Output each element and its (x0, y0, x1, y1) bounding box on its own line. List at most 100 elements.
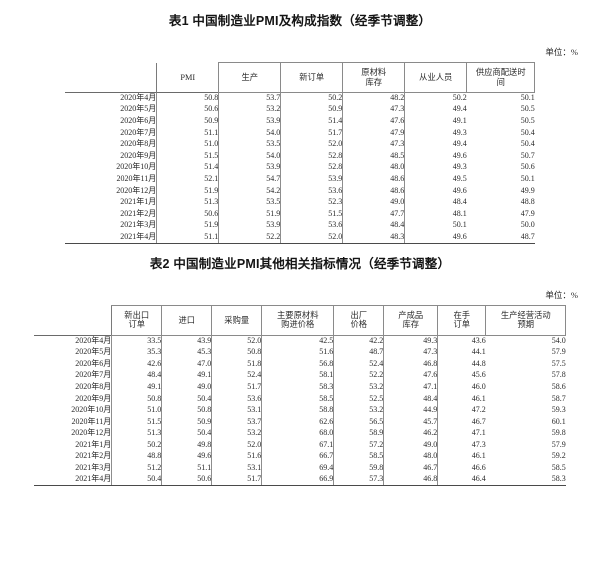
data-cell: 54.0 (218, 150, 281, 163)
data-cell: 51.5 (156, 150, 219, 163)
data-cell: 47.2 (437, 404, 486, 417)
data-cell: 53.2 (218, 104, 281, 116)
table-row: 2020年12月 51.9 54.2 53.6 48.6 49.6 49.9 (65, 185, 535, 197)
table2: 新出口 订单 进口 采购量 主要原材料 购进价格 出厂 价格 产成品 库存 在手 订单 生产经营活动 预期… (33, 304, 567, 487)
data-cell: 44.8 (437, 358, 486, 370)
column-header-5: 从业人员 (404, 62, 468, 93)
data-cell: 53.7 (218, 92, 281, 105)
data-cell: 50.4 (520, 127, 535, 137)
data-cell: 51.2 (111, 462, 162, 475)
row-label-month: 2020年5月 (120, 104, 157, 114)
data-cell: 48.4 (342, 220, 405, 232)
data-cell: 46.8 (383, 474, 438, 487)
data-cell: 49.1 (111, 381, 162, 394)
column-header-line: 订单 (128, 320, 146, 330)
data-cell: 49.0 (342, 196, 405, 209)
table1-unit-note: 单位：% (545, 47, 578, 57)
data-cell: 53.5 (218, 138, 281, 151)
data-cell: 43.6 (437, 334, 486, 347)
data-cell: 47.9 (342, 127, 405, 139)
data-cell: 51.1 (156, 127, 219, 139)
data-cell: 49.6 (161, 451, 212, 463)
column-header-4: 主要原材料 购进价格 (261, 304, 335, 336)
table-row: 2020年11月 52.1 54.7 53.9 48.6 49.5 50.1 (65, 173, 535, 186)
column-header-line: 新订单 (299, 72, 325, 82)
data-cell: 33.5 (111, 334, 162, 347)
data-cell: 48.1 (404, 208, 467, 221)
table-row: 2020年7月 48.4 49.1 52.4 58.1 52.2 47.6 45.6 57.8 (34, 370, 566, 382)
data-cell: 52.8 (280, 162, 343, 174)
data-cell: 57.2 (333, 439, 384, 452)
data-cell: 45.7 (383, 416, 438, 428)
data-cell: 49.9 (520, 185, 535, 195)
row-label-month: 2020年7月 (75, 370, 112, 380)
column-header-line: 采购量 (224, 315, 250, 325)
column-header-1: 新出口 订单 (111, 304, 163, 336)
column-header-3: 新订单 (280, 62, 344, 93)
data-cell: 51.9 (156, 220, 219, 232)
data-cell: 58.1 (261, 370, 334, 382)
data-cell: 52.2 (218, 231, 281, 244)
data-cell: 47.3 (342, 104, 405, 116)
data-cell: 50.4 (111, 474, 162, 487)
row-label-month: 2020年8月 (75, 381, 112, 391)
row-label-month: 2020年4月 (64, 92, 157, 105)
data-cell: 54.0 (218, 127, 281, 139)
row-label-month: 2020年4月 (33, 334, 112, 347)
row-label-month: 2021年4月 (33, 474, 112, 487)
data-cell: 54.0 (485, 334, 566, 347)
data-cell: 56.5 (333, 416, 384, 428)
data-cell: 50.4 (161, 427, 212, 440)
data-cell: 57.3 (333, 474, 384, 487)
table-row: 2020年5月 35.3 45.3 50.8 51.6 48.7 47.3 44.1 57.9 (34, 346, 566, 359)
row-label-month: 2020年7月 (120, 127, 157, 137)
row-label-month: 2021年3月 (120, 220, 157, 230)
data-cell: 48.3 (342, 231, 405, 244)
data-cell: 51.7 (211, 381, 262, 394)
data-cell: 50.6 (156, 104, 219, 116)
data-cell: 48.8 (111, 451, 162, 463)
column-header-line: 购进价格 (281, 320, 315, 330)
data-cell: 50.2 (111, 439, 162, 452)
data-cell: 50.8 (156, 92, 219, 105)
row-label-month: 2020年9月 (75, 393, 112, 403)
data-cell: 44.1 (437, 346, 486, 359)
table-row: 2021年1月 50.2 49.8 52.0 67.1 57.2 49.0 47.3 57.9 (34, 439, 566, 452)
data-cell: 58.3 (485, 474, 566, 487)
column-header-line: 原材料 (361, 68, 387, 78)
data-cell: 59.3 (551, 405, 566, 415)
data-cell: 69.4 (261, 462, 334, 475)
data-cell: 58.6 (551, 381, 566, 391)
data-cell: 46.7 (437, 416, 486, 428)
data-cell: 58.5 (551, 463, 566, 473)
table-row: 2021年3月 51.9 53.9 53.6 48.4 50.1 50.0 (65, 220, 535, 232)
data-cell: 50.8 (111, 393, 162, 405)
data-cell: 49.1 (404, 115, 467, 128)
table-row: 2020年4月 33.5 43.9 52.0 42.5 42.2 49.3 43.6 54.0 (33, 334, 566, 347)
column-header-line: 库存 (365, 77, 383, 87)
data-cell: 57.5 (551, 358, 566, 368)
data-cell: 49.3 (404, 127, 467, 139)
data-cell: 50.9 (161, 416, 212, 428)
column-header-line: 生产 (241, 72, 259, 82)
table-row: 2020年7月 51.1 54.0 51.7 47.9 49.3 50.4 (65, 127, 535, 139)
data-cell: 49.6 (404, 231, 467, 244)
data-cell: 48.4 (383, 393, 438, 405)
data-cell: 50.8 (211, 346, 262, 359)
data-cell: 50.6 (520, 162, 535, 172)
data-cell: 51.6 (261, 346, 334, 359)
data-cell: 44.9 (383, 404, 438, 417)
data-cell: 58.5 (333, 451, 384, 463)
table1-block: 表1 中国制造业PMI及构成指数（经季节调整） 单位：% PMI 生产 新订单 原材料… (0, 0, 600, 244)
data-cell: 58.5 (261, 393, 334, 405)
data-cell: 53.2 (211, 427, 262, 440)
data-cell: 52.0 (211, 439, 262, 452)
data-cell: 47.1 (437, 427, 486, 440)
data-cell: 46.1 (437, 393, 486, 405)
column-header-line: 生产经营活动 (500, 310, 551, 320)
data-cell: 51.5 (280, 208, 343, 221)
data-cell: 52.1 (156, 173, 219, 186)
data-cell: 57.9 (551, 439, 566, 449)
data-cell: 52.0 (211, 334, 262, 347)
data-cell: 53.7 (211, 416, 262, 428)
